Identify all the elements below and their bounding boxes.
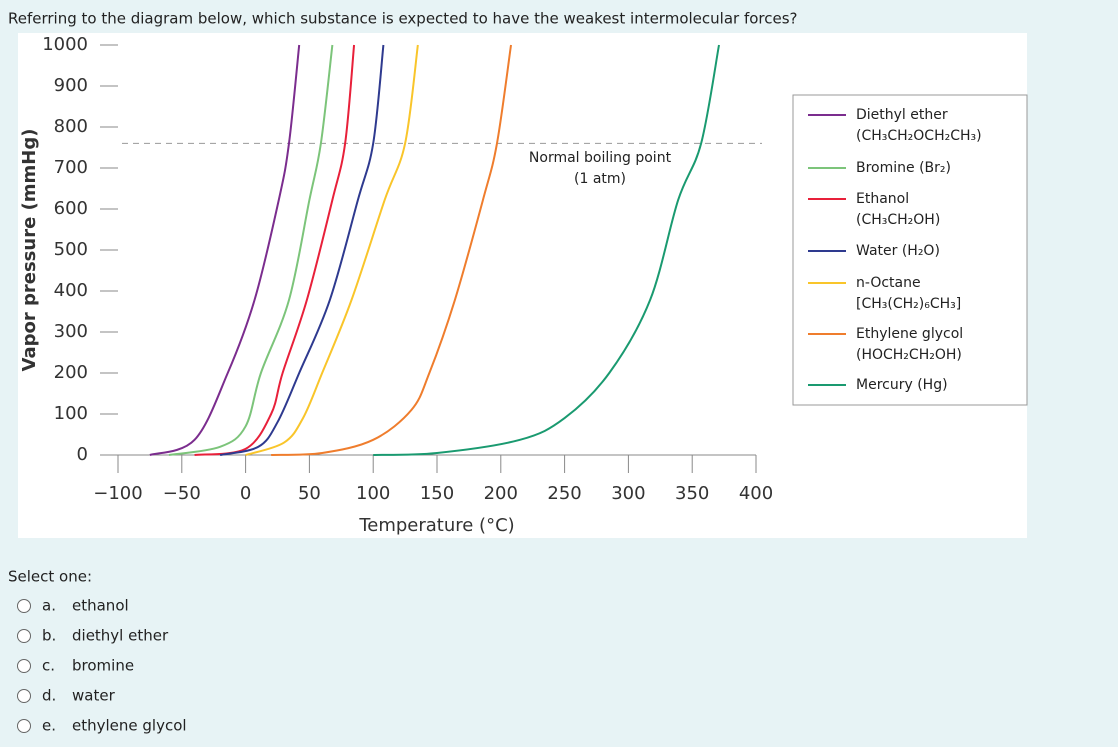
- radio-button[interactable]: [17, 629, 31, 643]
- x-tick-label: 400: [739, 483, 773, 504]
- legend-label: Mercury (Hg): [856, 377, 948, 393]
- x-tick-label: 350: [675, 483, 709, 504]
- radio-button[interactable]: [17, 689, 31, 703]
- y-tick-label: 0: [77, 444, 88, 465]
- x-tick-label: 150: [420, 483, 454, 504]
- series-line: [168, 44, 334, 456]
- x-tick-label: 50: [298, 483, 321, 504]
- question: Referring to the diagram below, which su…: [8, 10, 798, 28]
- x-axis-label: Temperature (°C): [358, 515, 514, 536]
- option-letter: b.: [42, 627, 56, 645]
- option-text[interactable]: ethylene glycol: [72, 717, 187, 735]
- y-tick-label: 800: [54, 116, 88, 137]
- series-line: [219, 44, 385, 456]
- legend-formula: (HOCH₂CH₂OH): [856, 347, 962, 363]
- option-text[interactable]: ethanol: [72, 597, 129, 615]
- x-tick-label: 100: [356, 483, 390, 504]
- series-line: [194, 44, 356, 456]
- legend-label: Ethanol: [856, 191, 909, 207]
- y-tick-label: 600: [54, 198, 88, 219]
- series-line: [245, 44, 419, 456]
- y-tick-label: 100: [54, 403, 88, 424]
- legend-label: Ethylene glycol: [856, 326, 963, 342]
- legend-label: n-Octane: [856, 275, 921, 291]
- x-tick-label: 300: [611, 483, 645, 504]
- legend-label: Bromine (Br₂): [856, 160, 951, 176]
- option-text[interactable]: diethyl ether: [72, 627, 169, 645]
- x-tick-label: −100: [93, 483, 142, 504]
- y-tick-label: 300: [54, 321, 88, 342]
- x-tick-label: 250: [547, 483, 581, 504]
- legend-label: Water (H₂O): [856, 243, 940, 259]
- radio-button[interactable]: [17, 659, 31, 673]
- annotation: Normal boiling point: [529, 150, 672, 166]
- option-letter: a.: [42, 597, 56, 615]
- y-tick-label: 500: [54, 239, 88, 260]
- series-line: [271, 44, 512, 456]
- y-tick-label: 900: [54, 75, 88, 96]
- legend-formula: [CH₃(CH₂)₆CH₃]: [856, 296, 961, 312]
- legend-formula: (CH₃CH₂OCH₂CH₃): [856, 128, 982, 144]
- option-letter: c.: [42, 657, 55, 675]
- x-tick-label: −50: [163, 483, 201, 504]
- y-tick-label: 700: [54, 157, 88, 178]
- y-tick-label: 200: [54, 362, 88, 383]
- legend-label: Diethyl ether: [856, 107, 948, 123]
- option-letter: e.: [42, 717, 56, 735]
- prompt: Select one:: [8, 568, 92, 586]
- radio-button[interactable]: [17, 599, 31, 613]
- legend-box: [792, 94, 1028, 406]
- legend-formula: (CH₃CH₂OH): [856, 212, 940, 228]
- y-tick-label: 400: [54, 280, 88, 301]
- y-axis-label: Vapor pressure (mmHg): [19, 129, 40, 372]
- x-tick-label: 200: [484, 483, 518, 504]
- series-line: [373, 44, 720, 456]
- radio-button[interactable]: [17, 719, 31, 733]
- annotation: (1 atm): [574, 171, 626, 187]
- series-line: [149, 44, 301, 456]
- x-tick-label: 0: [240, 483, 251, 504]
- option-letter: d.: [42, 687, 56, 705]
- option-text[interactable]: water: [72, 687, 116, 705]
- option-text[interactable]: bromine: [72, 657, 134, 675]
- y-tick-label: 1000: [42, 34, 88, 55]
